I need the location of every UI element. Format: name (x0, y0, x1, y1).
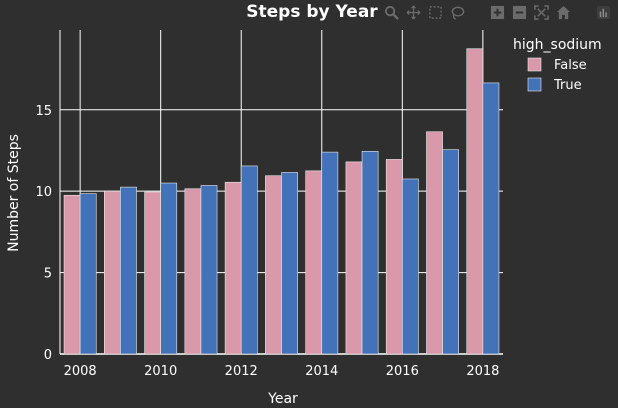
bar-false-2012 (224, 181, 242, 355)
bar-false-2014 (305, 170, 323, 355)
bar-false-2018 (466, 48, 484, 355)
zoom-in-icon[interactable] (488, 3, 506, 21)
legend-label-false: False (554, 58, 587, 73)
y-tick-label: 0 (44, 348, 52, 363)
zoom-icon[interactable] (382, 3, 400, 21)
autoscale-icon[interactable] (532, 3, 550, 21)
bar-true-2017 (442, 149, 460, 355)
lasso-select-icon[interactable] (448, 3, 466, 21)
bar-true-2013 (281, 172, 298, 355)
box-select-icon[interactable] (426, 3, 444, 21)
legend-label-true: True (553, 78, 582, 93)
x-tick-label: 2016 (386, 364, 419, 379)
x-tick-label: 2010 (144, 364, 177, 379)
bar-false-2017 (426, 131, 443, 355)
bar-true-2008 (79, 193, 97, 355)
bar-true-2010 (160, 182, 178, 355)
bar-false-2008 (63, 194, 81, 355)
plotly-logo-icon[interactable] (594, 3, 612, 21)
bar-false-2010 (144, 191, 161, 355)
y-tick-label: 15 (35, 104, 52, 119)
bar-false-2015 (345, 161, 363, 355)
bar-true-2011 (200, 185, 218, 355)
x-tick-label: 2012 (225, 364, 258, 379)
legend-swatch-false (527, 57, 542, 72)
modebar (382, 2, 612, 22)
zoom-out-icon[interactable] (510, 3, 528, 21)
x-tick-label: 2008 (64, 364, 97, 379)
pan-icon[interactable] (404, 3, 422, 21)
chart-title: Steps by Year (246, 2, 378, 22)
legend-swatch-true (527, 77, 542, 92)
y-tick-label: 5 (44, 267, 52, 282)
legend[interactable]: high_sodium False True (513, 37, 602, 93)
bar-false-2013 (265, 175, 282, 355)
bar-true-2015 (361, 150, 379, 355)
bar-true-2009 (120, 186, 137, 355)
bars (63, 48, 500, 355)
bar-true-2012 (240, 165, 258, 355)
bar-false-2011 (184, 188, 202, 355)
bar-true-2018 (482, 82, 500, 355)
reset-axes-icon[interactable] (554, 3, 572, 21)
y-axis-title: Number of Steps (6, 134, 22, 252)
ticks: 0 5 10 15 2008 2010 2012 2014 2016 2018 (35, 104, 499, 379)
x-axis-title: Year (267, 391, 298, 407)
bar-true-2014 (321, 151, 339, 355)
x-tick-label: 2014 (305, 364, 338, 379)
x-tick-label: 2018 (466, 364, 499, 379)
bar-true-2016 (402, 178, 419, 355)
y-tick-label: 10 (35, 185, 52, 200)
legend-title: high_sodium (513, 37, 602, 53)
bar-false-2016 (385, 159, 403, 355)
bar-false-2009 (104, 190, 121, 355)
